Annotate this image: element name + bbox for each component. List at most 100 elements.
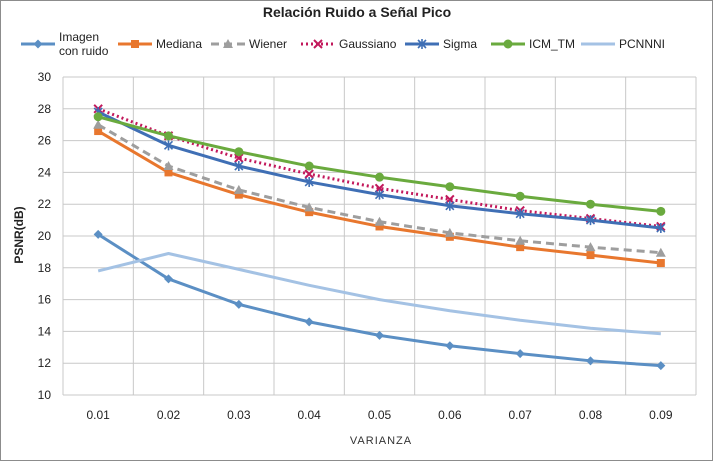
data-point <box>445 182 455 192</box>
data-point <box>234 153 244 163</box>
legend-item: ICM_TM <box>491 37 575 51</box>
data-point <box>445 341 455 351</box>
legend-marker <box>313 39 323 49</box>
x-tick-label: 0.06 <box>438 408 462 422</box>
x-tick-label: 0.01 <box>86 408 110 422</box>
data-point <box>93 119 104 129</box>
data-point <box>515 208 525 219</box>
data-point <box>233 184 244 194</box>
legend-label: Imagen <box>59 30 99 44</box>
data-point <box>234 147 244 157</box>
x-axis-title: VARIANZA <box>350 435 412 447</box>
y-tick-label: 12 <box>38 356 52 370</box>
series-layer <box>93 104 666 371</box>
data-point <box>586 356 595 366</box>
x-tick-label: 0.08 <box>579 408 603 422</box>
series-icm-tm <box>93 112 666 216</box>
x-tick-label: 0.09 <box>649 408 673 422</box>
data-point <box>304 161 314 171</box>
x-tick-label: 0.04 <box>297 408 321 422</box>
data-point <box>516 243 525 252</box>
data-point <box>445 200 455 211</box>
x-tick-label: 0.02 <box>157 408 181 422</box>
data-point <box>515 349 525 359</box>
data-point <box>375 330 384 340</box>
y-tick-label: 30 <box>38 70 52 84</box>
legend-label: ICM_TM <box>529 37 575 51</box>
data-point <box>304 169 314 179</box>
data-point <box>656 361 666 371</box>
legend-item: Wiener <box>211 37 287 51</box>
data-point <box>656 259 665 268</box>
series-line <box>97 107 662 228</box>
data-point <box>164 131 173 141</box>
data-point <box>305 208 314 217</box>
legend-label: PCNNNI <box>619 37 665 51</box>
legend-label: Wiener <box>249 37 287 51</box>
data-point <box>656 206 666 216</box>
legend-item: Gaussiano <box>301 37 397 51</box>
y-axis-title: PSNR(dB) <box>12 206 26 263</box>
legend-label: Sigma <box>443 37 477 51</box>
legend-item: Sigma <box>405 37 477 51</box>
legend-item: Mediana <box>118 37 202 51</box>
data-point <box>164 274 173 284</box>
data-point <box>374 216 385 226</box>
data-point <box>375 222 384 231</box>
data-point <box>586 199 595 209</box>
legend-label: Mediana <box>156 37 202 51</box>
data-point <box>304 317 314 327</box>
series-sigma <box>93 106 666 234</box>
y-tick-label: 22 <box>38 197 52 211</box>
grid-layer <box>62 76 697 396</box>
series-wiener <box>93 119 666 257</box>
y-tick-label: 10 <box>38 388 52 402</box>
y-tick-label: 24 <box>38 165 52 179</box>
data-point <box>234 161 244 172</box>
legend-marker <box>417 39 427 49</box>
data-point <box>163 161 174 171</box>
data-point <box>93 229 103 239</box>
data-point <box>304 202 315 212</box>
legend-label: con ruido <box>59 44 109 58</box>
legend-marker <box>33 39 43 49</box>
data-point <box>375 172 384 182</box>
x-tick-label: 0.05 <box>368 408 392 422</box>
data-point <box>585 215 596 226</box>
y-tick-label: 16 <box>38 293 52 307</box>
x-tick-label: 0.03 <box>227 408 251 422</box>
legend-marker <box>131 40 139 48</box>
legend-item: PCNNNI <box>581 37 665 51</box>
data-point <box>93 112 103 122</box>
legend-label: Gaussiano <box>339 37 397 51</box>
y-tick-label: 18 <box>38 261 52 275</box>
series-gaussiano <box>93 104 666 232</box>
data-point <box>304 176 314 187</box>
data-point <box>94 127 103 136</box>
tick-layer: 10 12 14 16 18 20 22 24 26 28 30 0.01 0.02 0.03 0.04 0.… <box>38 70 673 422</box>
data-point <box>655 247 666 257</box>
y-tick-label: 26 <box>38 134 52 148</box>
y-tick-label: 14 <box>38 324 52 338</box>
series-line <box>97 251 661 336</box>
data-point <box>234 299 244 309</box>
x-tick-label: 0.07 <box>508 408 532 422</box>
data-point <box>374 189 385 200</box>
data-point <box>656 223 666 234</box>
data-point <box>515 191 525 201</box>
data-point <box>444 227 455 237</box>
legend-marker <box>503 39 513 49</box>
data-point <box>163 140 174 151</box>
data-point <box>515 235 526 245</box>
data-point <box>586 251 595 260</box>
data-point <box>164 168 173 177</box>
legend-marker <box>223 39 233 48</box>
series-pcnnni <box>97 251 661 336</box>
data-point <box>585 242 596 252</box>
data-point <box>234 190 243 199</box>
series-imagen-con-ruido <box>93 229 666 371</box>
